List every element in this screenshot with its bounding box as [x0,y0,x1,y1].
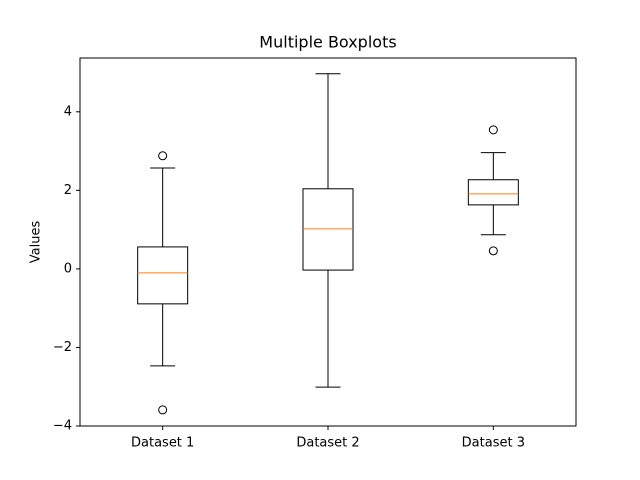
flier [158,405,168,415]
y-tick-label: 0 [64,261,72,276]
y-tick-label: −4 [53,419,72,434]
chart-title: Multiple Boxplots [259,33,396,52]
box [137,246,189,305]
flier [488,125,498,135]
x-tick-label: Dataset 3 [462,436,525,451]
y-tick-label: 4 [64,104,72,119]
flier [158,151,168,161]
x-tick-label: Dataset 1 [131,436,194,451]
y-axis-label: Values [29,221,44,264]
y-tick-label: 2 [64,183,72,198]
box [467,179,519,206]
x-tick-label: Dataset 2 [296,436,359,451]
box [302,188,354,271]
flier [488,246,498,256]
y-tick-label: −2 [53,340,72,355]
